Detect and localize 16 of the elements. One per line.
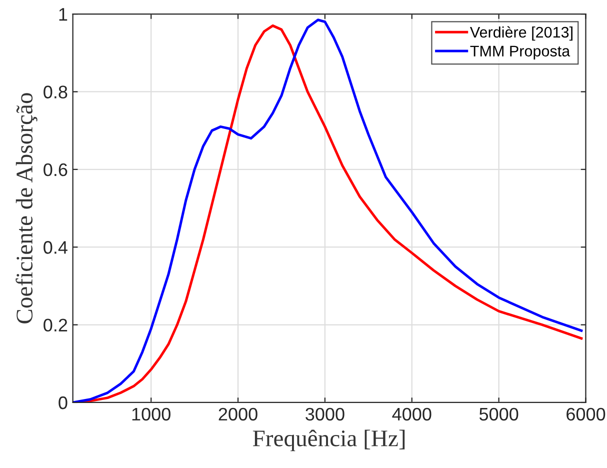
x-tick-label: 2000 bbox=[218, 408, 258, 421]
y-axis-title: Coeficiente de Absorção bbox=[16, 93, 38, 324]
x-tick-label: 6000 bbox=[566, 408, 606, 421]
y-tick-label: 0.2 bbox=[44, 318, 68, 332]
x-tick-label: 5000 bbox=[479, 408, 518, 421]
y-tick-label: 0 bbox=[58, 396, 68, 410]
legend-label: Verdière [2013] bbox=[470, 26, 572, 41]
x-tick-label: 3000 bbox=[306, 408, 344, 421]
y-tick-label: 1 bbox=[59, 8, 68, 21]
x-axis-title: Frequência [Hz] bbox=[252, 430, 405, 452]
y-tick-label: 0.6 bbox=[44, 163, 68, 176]
x-tick-label: 1000 bbox=[132, 408, 170, 421]
y-tick-label: 0.8 bbox=[44, 86, 68, 98]
x-tick-label: 4000 bbox=[392, 408, 432, 421]
legend-label: TMM Proposta bbox=[470, 46, 570, 60]
y-tick-label: 0.4 bbox=[44, 241, 68, 254]
